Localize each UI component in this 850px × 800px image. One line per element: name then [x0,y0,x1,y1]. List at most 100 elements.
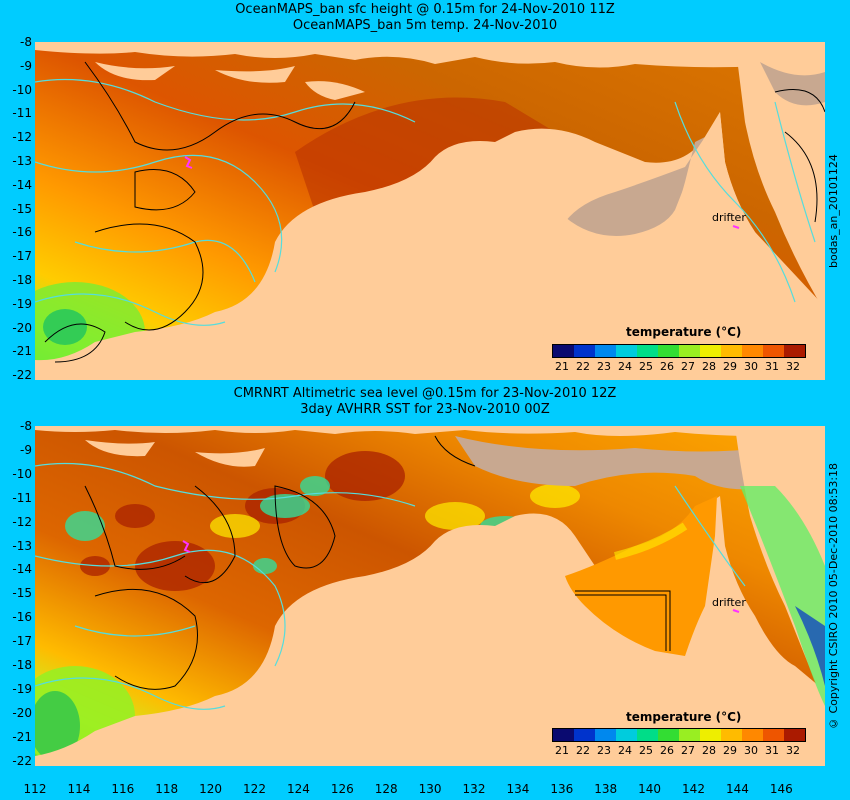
panel1-drifter-label: drifter [712,211,746,224]
land-islands [35,426,825,437]
colorbar-label: 23 [597,360,611,373]
y-tick-label: -12 [12,130,32,145]
panel1-map [35,42,825,380]
colorbar-label: 28 [702,360,716,373]
x-tick-label: 124 [286,782,310,796]
y-tick-label: -20 [12,320,32,335]
x-tick-label: 126 [330,782,354,796]
x-tick-label: 134 [506,782,530,796]
colorbar-label: 23 [597,744,611,757]
y-tick-label: -14 [12,177,32,192]
y-tick-label: -17 [12,634,32,649]
colorbar-label: 31 [765,744,779,757]
x-tick-label: 144 [725,782,749,796]
y-tick-label: -13 [12,154,32,168]
colorbar-swatch [784,345,805,357]
colorbar-swatch [679,729,700,741]
colorbar-swatch [763,345,784,357]
y-tick-label: -16 [12,225,32,240]
colorbar-swatch [658,345,679,357]
colorbar-swatch [616,345,637,357]
y-tick-label: -17 [12,249,32,264]
drifter-icon [732,225,740,229]
colorbar-swatch [595,729,616,741]
y-tick-label: -15 [12,201,32,216]
colorbar-swatch [574,345,595,357]
colorbar-swatch [742,729,763,741]
x-tick-label: 130 [418,782,442,796]
colorbar-swatch [721,729,742,741]
panel1-colorbar-title: temperature (°C) [626,325,742,339]
panel1-black-contours [44,61,825,363]
colorbar-swatch [721,345,742,357]
land-islands [35,42,825,68]
y-tick-label: -16 [12,610,32,625]
y-tick-label: -9 [20,58,32,73]
y-tick-label: -18 [12,658,32,672]
colorbar-label: 25 [639,744,653,757]
colorbar-label: 30 [744,360,758,373]
panel2-cyan-contours [35,462,746,710]
panel2-title-line2: 3day AVHRR SST for 23-Nov-2010 00Z [300,402,550,417]
drifter-icon [732,609,740,613]
colorbar-swatch [658,729,679,741]
x-tick-label: 114 [67,782,91,796]
panel2-colorbar [552,728,806,742]
colorbar-swatch [553,345,574,357]
colorbar-label: 25 [639,360,653,373]
colorbar-swatch [637,729,658,741]
colorbar-label: 32 [786,744,800,757]
colorbar-label: 21 [555,744,569,757]
colorbar-swatch [616,729,637,741]
colorbar-swatch [700,729,721,741]
panel1-side-label: bodas_an_20101124 [827,154,840,268]
colorbar-swatch [763,729,784,741]
y-tick-label: -21 [12,344,32,359]
colorbar-label: 26 [660,360,674,373]
colorbar-label: 24 [618,744,632,757]
colorbar-label: 21 [555,360,569,373]
y-tick-label: -20 [12,705,32,720]
panel2-colorbar-title: temperature (°C) [626,710,742,724]
colorbar-swatch [679,345,700,357]
y-tick-label: -19 [12,296,32,311]
y-tick-label: -10 [12,466,32,481]
colorbar-label: 29 [723,360,737,373]
y-tick-label: -8 [20,35,32,49]
y-tick-label: -19 [12,681,32,696]
x-tick-label: 128 [374,782,398,796]
colorbar-label: 27 [681,360,695,373]
colorbar-swatch [742,345,763,357]
x-tick-label: 112 [23,782,47,796]
y-tick-label: -9 [20,442,32,457]
panel2-drifter-label: drifter [712,596,746,609]
y-tick-label: -11 [12,490,32,505]
y-tick-label: -22 [12,753,32,768]
panel1-title-line1: OceanMAPS_ban sfc height @ 0.15m for 24-… [235,2,615,17]
colorbar-label: 24 [618,360,632,373]
panel2-map [35,426,825,766]
x-tick-label: 132 [462,782,486,796]
colorbar-swatch [700,345,721,357]
x-tick-label: 138 [594,782,618,796]
y-tick-label: -10 [12,82,32,97]
y-tick-label: -11 [12,106,32,121]
x-tick-label: 118 [155,782,179,796]
y-tick-label: -21 [12,729,32,744]
colorbar-label: 27 [681,744,695,757]
colorbar-label: 22 [576,744,590,757]
panel1-colorbar [552,344,806,358]
y-tick-label: -8 [20,419,32,433]
colorbar-label: 28 [702,744,716,757]
x-tick-label: 140 [638,782,662,796]
panel2-side-label: © Copyright CSIRO 2010 05-Dec-2010 08:53… [827,462,840,730]
x-tick-label: 116 [111,782,135,796]
y-tick-label: -18 [12,273,32,287]
colorbar-label: 22 [576,360,590,373]
colorbar-label: 30 [744,744,758,757]
panel2-title-line1: CMRNRT Altimetric sea level @0.15m for 2… [233,386,617,401]
y-tick-label: -22 [12,368,32,383]
colorbar-label: 32 [786,360,800,373]
drifter-track-icon [184,156,193,169]
y-tick-label: -12 [12,514,32,529]
